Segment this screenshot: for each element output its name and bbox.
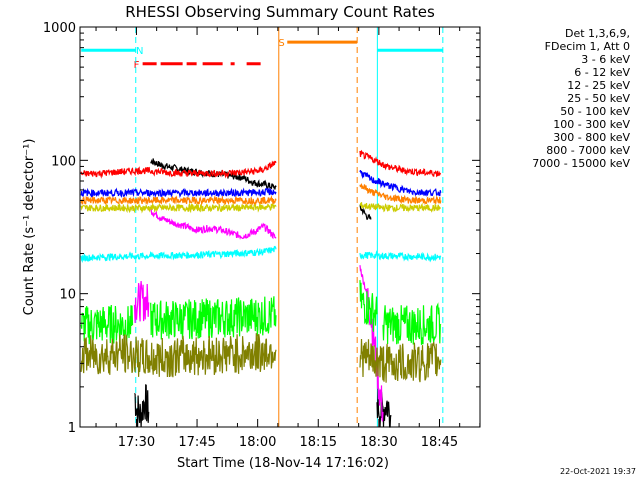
- series-line: [150, 208, 277, 240]
- flag-layer: NF S: [81, 38, 443, 71]
- y-tick-label: 1: [68, 421, 76, 436]
- flag-label-s: S: [278, 38, 284, 49]
- series-800-7000keV: [80, 182, 442, 206]
- legend-header: Det 1,3,6,9,: [565, 27, 630, 40]
- series-25-50keV: [80, 245, 442, 263]
- x-tick-label: 18:45: [421, 435, 458, 450]
- series-line: [80, 202, 277, 214]
- legend-entry: 12 - 25 keV: [567, 79, 630, 92]
- series-7000-15000keV: [80, 333, 442, 383]
- x-tick-label: 17:30: [118, 435, 155, 450]
- series-line: [80, 160, 277, 179]
- series-line: [133, 281, 150, 324]
- series-line: [80, 194, 277, 206]
- plot-frame: [79, 26, 481, 428]
- series-line: [359, 182, 442, 205]
- series-line: [134, 384, 150, 428]
- series-line: [359, 170, 442, 197]
- legend-entry: 7000 - 15000 keV: [532, 157, 630, 170]
- x-axis-label: Start Time (18-Nov-14 17:16:02): [177, 456, 389, 471]
- series-line: [80, 333, 277, 378]
- series-line: [359, 202, 441, 213]
- series-line: [80, 187, 277, 199]
- flag-label-f: F: [134, 60, 140, 71]
- legend-header: FDecim 1, Att 0: [545, 40, 630, 53]
- series-line: [359, 338, 442, 383]
- x-axis-ticks: 17:30 17:45 18:00 18:15 18:30 18:45: [95, 27, 481, 450]
- series-line: [382, 302, 442, 345]
- series-100-300keV: [80, 149, 442, 179]
- legend-entry: 25 - 50 keV: [567, 92, 630, 105]
- series-line: [80, 245, 277, 263]
- y-tick-label: 10: [59, 288, 76, 303]
- legend-entry: 6 - 12 keV: [574, 66, 630, 79]
- x-tick-label: 17:45: [178, 435, 215, 450]
- series-line: [359, 265, 384, 422]
- series-line: [150, 296, 277, 340]
- series-line: [359, 250, 442, 263]
- series-line: [359, 149, 442, 178]
- date-stamp: 22-Oct-2021 19:37: [560, 467, 636, 476]
- flag-label-n: N: [136, 46, 143, 57]
- legend-entry: 3 - 6 keV: [581, 53, 630, 66]
- legend-entry: 300 - 800 keV: [553, 131, 630, 144]
- x-tick-label: 18:15: [300, 435, 337, 450]
- x-tick-label: 18:30: [360, 435, 397, 450]
- series-6-12keV: [133, 208, 384, 422]
- y-axis-ticks: 1 10 100 1000: [43, 21, 480, 436]
- legend-entry: 100 - 300 keV: [553, 118, 630, 131]
- series-layer: [80, 149, 442, 428]
- x-tick-label: 18:00: [239, 435, 276, 450]
- series-line: [359, 204, 372, 220]
- y-tick-label: 100: [51, 154, 76, 169]
- series-300-800keV: [80, 170, 442, 199]
- y-axis-label: Count Rate (s⁻¹ detector⁻¹): [22, 139, 37, 316]
- series-50-100keV: [80, 202, 441, 214]
- series-line: [376, 387, 392, 428]
- chart-title: RHESSI Observing Summary Count Rates: [125, 3, 435, 21]
- legend-entry: 50 - 100 keV: [560, 105, 630, 118]
- legend-entry: 800 - 7000 keV: [546, 144, 630, 157]
- series-line: [359, 280, 378, 332]
- y-tick-label: 1000: [43, 21, 76, 36]
- plot-area: NF S: [80, 27, 444, 428]
